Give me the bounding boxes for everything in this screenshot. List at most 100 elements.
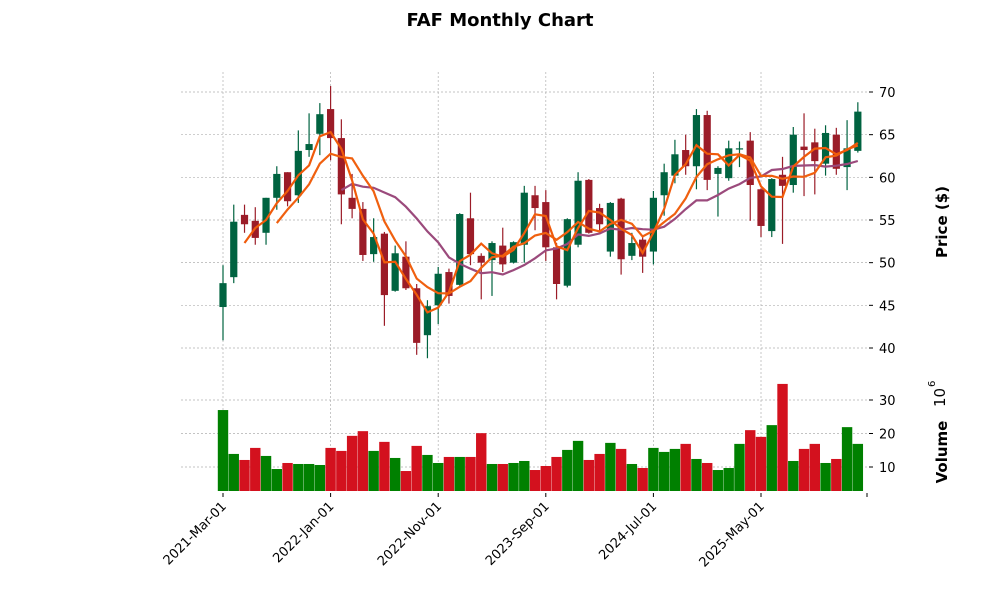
volume-tick-label: 20 bbox=[879, 428, 896, 443]
volume-axis-label: Volume bbox=[933, 421, 951, 484]
volume-bar bbox=[605, 442, 616, 491]
volume-bar bbox=[669, 448, 681, 491]
volume-bar bbox=[712, 470, 724, 491]
volume-bar bbox=[368, 450, 379, 491]
volume-bar bbox=[529, 470, 541, 491]
volume-bar bbox=[486, 463, 498, 491]
volume-bar bbox=[336, 450, 347, 491]
volume-bar bbox=[454, 456, 465, 491]
volume-bar bbox=[745, 430, 756, 491]
candle-body bbox=[305, 144, 313, 151]
candle bbox=[757, 188, 765, 238]
candle-body bbox=[370, 237, 378, 255]
volume-bar bbox=[777, 383, 788, 491]
candle bbox=[456, 213, 464, 286]
volume-bar bbox=[217, 410, 229, 491]
volume-bar bbox=[572, 440, 584, 491]
volume-bar bbox=[766, 425, 777, 491]
volume-bar bbox=[809, 443, 820, 491]
moving-averages bbox=[243, 130, 859, 314]
volume-bar bbox=[282, 462, 293, 491]
candle-body bbox=[757, 189, 765, 226]
volume-bar bbox=[497, 463, 508, 491]
volume-bar bbox=[271, 469, 282, 491]
volume-exponent-power: 6 bbox=[927, 381, 938, 387]
candle bbox=[585, 179, 593, 234]
date-tick-label: 2022-Nov-01 bbox=[375, 499, 445, 569]
candle-body bbox=[725, 148, 733, 179]
candle bbox=[682, 134, 690, 175]
candle bbox=[649, 190, 657, 265]
volume-bar bbox=[841, 427, 853, 491]
price-axis-label: Price ($) bbox=[933, 186, 951, 258]
volume-bar bbox=[626, 463, 638, 491]
candle-body bbox=[639, 239, 647, 257]
candle-body bbox=[240, 214, 249, 225]
candle-body bbox=[585, 179, 593, 233]
date-tick-label: 2023-Sep-01 bbox=[483, 499, 553, 569]
volume-bar bbox=[562, 449, 573, 491]
volume-bar bbox=[755, 436, 767, 491]
candle-body bbox=[714, 167, 722, 174]
candle bbox=[628, 232, 636, 261]
volume-bar bbox=[508, 462, 519, 491]
price-tick-label: 65 bbox=[879, 129, 896, 144]
candle-body bbox=[563, 219, 571, 286]
chart-title: FAF Monthly Chart bbox=[406, 10, 594, 31]
candle bbox=[811, 128, 819, 195]
volume-bar bbox=[411, 445, 422, 491]
candle bbox=[714, 166, 722, 217]
price-tick-label: 70 bbox=[879, 86, 896, 101]
date-tick-label: 2025-May-01 bbox=[697, 499, 768, 570]
candle bbox=[552, 243, 561, 300]
candle bbox=[423, 300, 432, 359]
candle-body bbox=[768, 179, 776, 232]
candle-body bbox=[327, 109, 335, 139]
candle bbox=[843, 120, 851, 191]
volume-bar bbox=[314, 464, 326, 491]
candle-body bbox=[843, 148, 851, 168]
candle-body bbox=[671, 154, 679, 176]
candle-body bbox=[552, 247, 561, 284]
candle-body bbox=[606, 202, 614, 252]
volume-bar bbox=[476, 433, 487, 491]
candle-body bbox=[219, 283, 227, 308]
candle bbox=[563, 218, 571, 288]
price-tick-label: 55 bbox=[879, 214, 896, 229]
candle bbox=[370, 218, 378, 262]
candle bbox=[391, 245, 399, 292]
candle bbox=[219, 265, 227, 341]
candle bbox=[230, 204, 238, 284]
candle-body bbox=[477, 255, 485, 263]
candle-body bbox=[434, 273, 442, 306]
candle-body bbox=[854, 111, 862, 151]
date-tick-label: 2022-Jan-01 bbox=[270, 499, 337, 566]
candle bbox=[359, 202, 367, 261]
volume-bar bbox=[637, 468, 648, 491]
volume-exponent-base: 10 bbox=[931, 388, 949, 407]
volume-bar bbox=[820, 462, 831, 491]
candle-body bbox=[596, 208, 604, 225]
candle-body bbox=[230, 221, 238, 278]
volume-bar bbox=[583, 459, 595, 491]
candle-body bbox=[509, 242, 518, 263]
candle bbox=[832, 127, 840, 175]
volume-bar bbox=[734, 443, 745, 491]
candle bbox=[327, 86, 335, 161]
candle bbox=[240, 204, 249, 233]
candle bbox=[768, 178, 776, 238]
candle-body bbox=[391, 253, 399, 291]
candle-body bbox=[789, 134, 797, 186]
candle-body bbox=[800, 146, 808, 151]
volume-bar bbox=[422, 454, 433, 491]
volume-bar bbox=[228, 453, 239, 491]
candle-body bbox=[531, 195, 539, 209]
volume-bar bbox=[831, 458, 842, 491]
price-tick-label: 60 bbox=[879, 171, 896, 186]
volume-bar bbox=[852, 443, 864, 491]
candle bbox=[703, 110, 711, 191]
volume-bar bbox=[389, 457, 401, 491]
volume-bar bbox=[250, 447, 261, 491]
volume-bar bbox=[615, 448, 627, 491]
candle bbox=[466, 192, 475, 266]
